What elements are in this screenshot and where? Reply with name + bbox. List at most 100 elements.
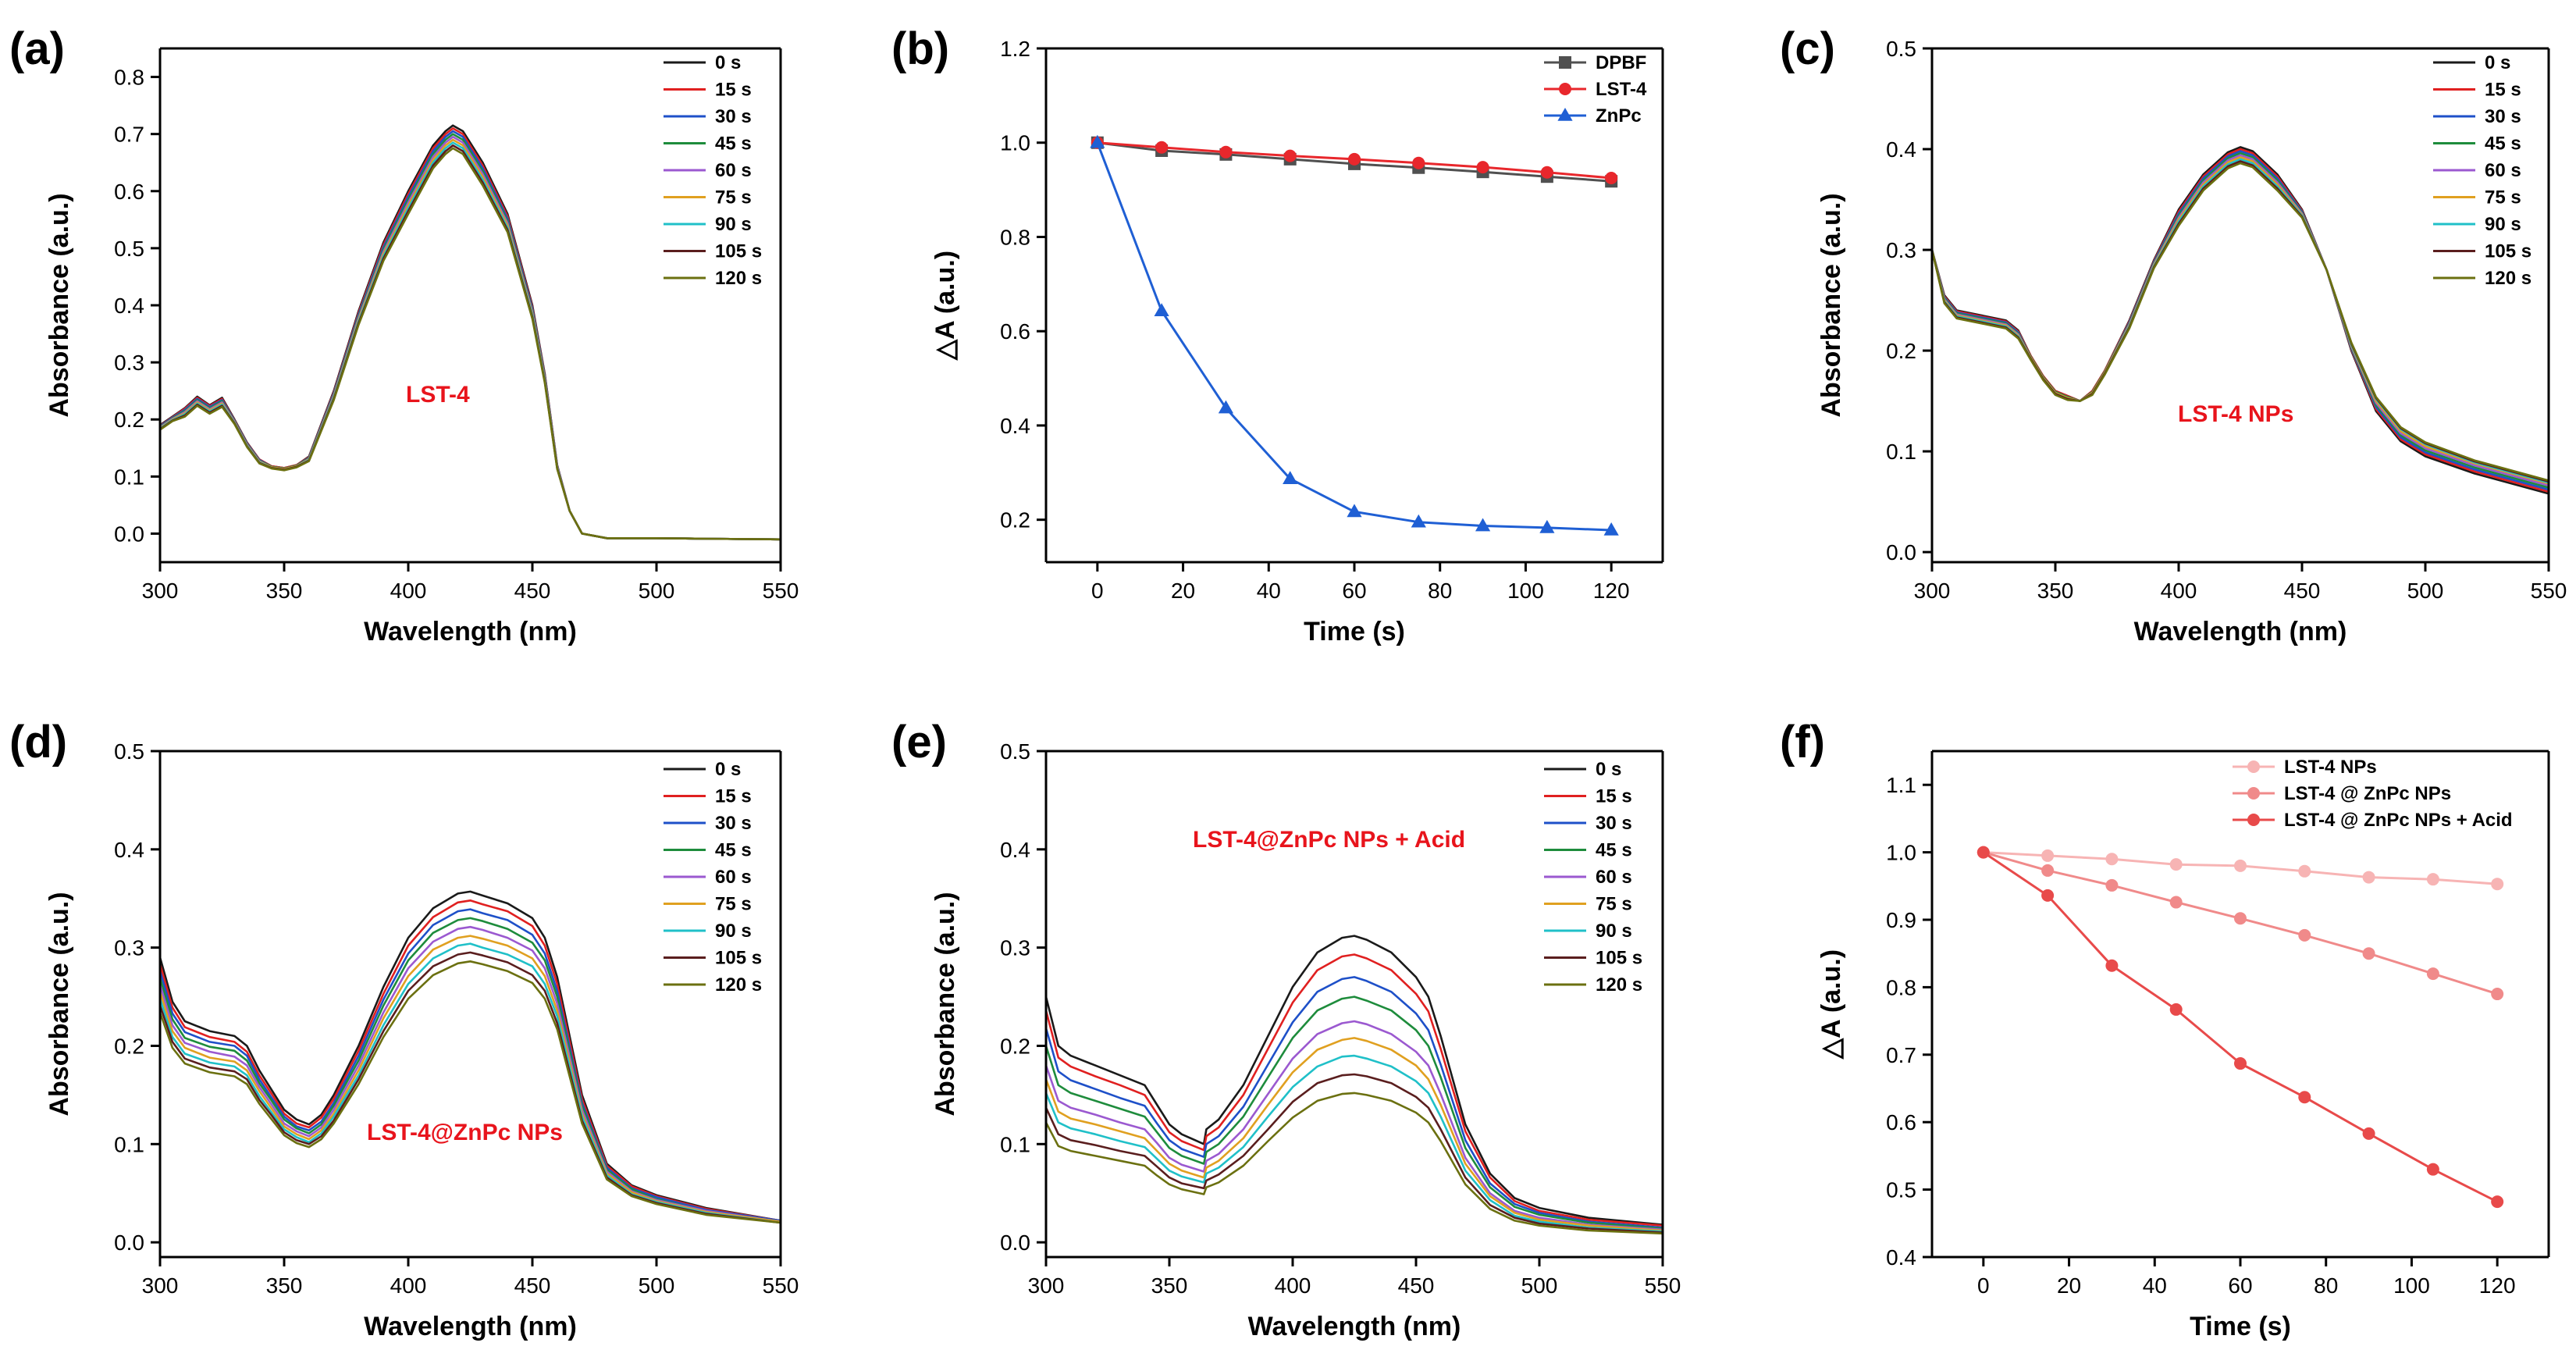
- data-point: [2362, 871, 2375, 884]
- data-point: [2041, 889, 2055, 902]
- series-line-90-s: [160, 141, 781, 541]
- y-tick-label: 0.4: [114, 838, 144, 862]
- series-line-60-s: [1932, 154, 2549, 487]
- y-tick-label: 0.5: [1886, 1178, 1916, 1202]
- legend-label: 120 s: [715, 974, 762, 995]
- x-tick-label: 400: [2161, 579, 2197, 603]
- x-axis-title: Wavelength (nm): [2134, 617, 2347, 646]
- legend-label: 120 s: [1596, 974, 1642, 995]
- y-tick-label: 0.4: [1886, 137, 1916, 162]
- series-line-45-s: [160, 917, 781, 1223]
- data-point: [1348, 152, 1361, 166]
- data-point: [1219, 145, 1233, 158]
- y-tick-label: 0.3: [1886, 238, 1916, 262]
- series-line-30-s: [1046, 976, 1663, 1229]
- y-tick-label: 0.4: [1886, 1245, 1916, 1270]
- y-tick-label: 0.7: [114, 123, 144, 147]
- legend-label: 15 s: [1596, 786, 1632, 807]
- x-tick-label: 40: [2143, 1273, 2167, 1298]
- data-point: [2169, 896, 2183, 909]
- y-tick-label: 0.4: [114, 294, 144, 318]
- x-tick-label: 120: [2479, 1273, 2516, 1298]
- series-line-120-s: [160, 147, 781, 541]
- data-point: [1475, 518, 1491, 532]
- x-tick-label: 300: [142, 1273, 179, 1298]
- data-point: [2362, 947, 2375, 960]
- series-line-60-s: [1046, 1020, 1663, 1231]
- y-tick-label: 0.2: [114, 1034, 144, 1058]
- y-tick-label: 1.0: [1886, 841, 1916, 865]
- x-tick-label: 400: [390, 579, 427, 603]
- y-tick-label: 0.1: [114, 1132, 144, 1156]
- x-tick-label: 120: [1593, 579, 1630, 603]
- x-tick-label: 450: [514, 579, 551, 603]
- y-axis-title: Absorbance (a.u.): [44, 193, 74, 417]
- legend-label: 30 s: [2485, 106, 2521, 127]
- y-tick-label: 0.1: [1886, 440, 1916, 464]
- legend-marker: [1559, 83, 1571, 95]
- legend: DPBF LST-4 ZnPc: [1544, 52, 1647, 126]
- x-axis-title: Time (s): [2190, 1312, 2291, 1341]
- data-point: [2169, 1003, 2183, 1016]
- series-group: [1976, 846, 2504, 1209]
- x-tick-label: 350: [266, 1273, 303, 1298]
- y-tick-label: 0.2: [1886, 339, 1916, 363]
- x-tick-label: 20: [2057, 1273, 2081, 1298]
- data-point: [2426, 967, 2439, 981]
- y-tick-label: 0.0: [1000, 1231, 1030, 1255]
- series-group: [160, 124, 781, 541]
- x-tick-label: 60: [2228, 1273, 2252, 1298]
- legend-label: 30 s: [715, 813, 752, 834]
- y-tick-label: 0.4: [1000, 838, 1030, 862]
- series-line-30-s: [1932, 150, 2549, 491]
- data-point: [2426, 1163, 2439, 1176]
- y-tick-label: 0.7: [1886, 1043, 1916, 1067]
- x-tick-label: 400: [1275, 1273, 1311, 1298]
- legend-label: 60 s: [1596, 867, 1632, 888]
- legend-label: 0 s: [2485, 52, 2510, 73]
- legend-label: 90 s: [2485, 214, 2521, 235]
- x-tick-label: 450: [2284, 579, 2321, 603]
- legend: LST-4 NPs LST-4 @ ZnPc NPs LST-4 @ ZnPc NP…: [2233, 757, 2513, 831]
- series-line-0-s: [1046, 935, 1663, 1226]
- series-line-45-s: [160, 133, 781, 541]
- data-point: [1476, 161, 1489, 174]
- x-tick-label: 500: [639, 579, 675, 603]
- y-tick-label: 0.6: [1000, 319, 1030, 344]
- x-tick-label: 450: [1398, 1273, 1435, 1298]
- panel-label: (c): [1780, 23, 1835, 74]
- data-point: [1976, 846, 1990, 859]
- x-tick-label: 20: [1171, 579, 1195, 603]
- legend-label: 0 s: [1596, 759, 1621, 780]
- legend-marker: [2247, 814, 2260, 826]
- x-tick-label: 450: [514, 1273, 551, 1298]
- legend-label: 45 s: [1596, 840, 1632, 861]
- legend-label: 60 s: [715, 867, 752, 888]
- legend-marker: [2247, 760, 2260, 773]
- x-tick-label: 100: [1507, 579, 1544, 603]
- legend-label: 120 s: [715, 268, 762, 289]
- data-point: [1347, 504, 1362, 518]
- data-point: [2105, 853, 2119, 866]
- x-tick-label: 500: [1521, 1273, 1558, 1298]
- data-point: [2105, 959, 2119, 972]
- y-tick-label: 0.6: [114, 180, 144, 204]
- x-tick-label: 350: [1151, 1273, 1188, 1298]
- y-tick-label: 0.8: [114, 66, 144, 90]
- data-point: [1539, 519, 1555, 533]
- y-tick-label: 0.3: [1000, 936, 1030, 960]
- data-point: [2298, 864, 2311, 878]
- y-tick-label: 0.4: [1000, 414, 1030, 438]
- x-tick-label: 0: [1091, 579, 1104, 603]
- legend-label: LST-4 NPs: [2284, 757, 2377, 778]
- data-point: [2105, 878, 2119, 892]
- legend-label: 45 s: [715, 840, 752, 861]
- y-tick-label: 0.2: [114, 408, 144, 432]
- legend: 0 s 15 s 30 s 45 s 60 s 75 s 90 s 105 s 120 s: [664, 52, 762, 289]
- y-tick-label: 0.5: [1886, 37, 1916, 61]
- series-line-30-s: [160, 130, 781, 541]
- annotation-label: LST-4: [406, 382, 470, 408]
- annotation-label: LST-4@ZnPc NPs + Acid: [1193, 827, 1465, 853]
- x-tick-label: 300: [1028, 1273, 1065, 1298]
- y-tick-label: 0.0: [1886, 540, 1916, 565]
